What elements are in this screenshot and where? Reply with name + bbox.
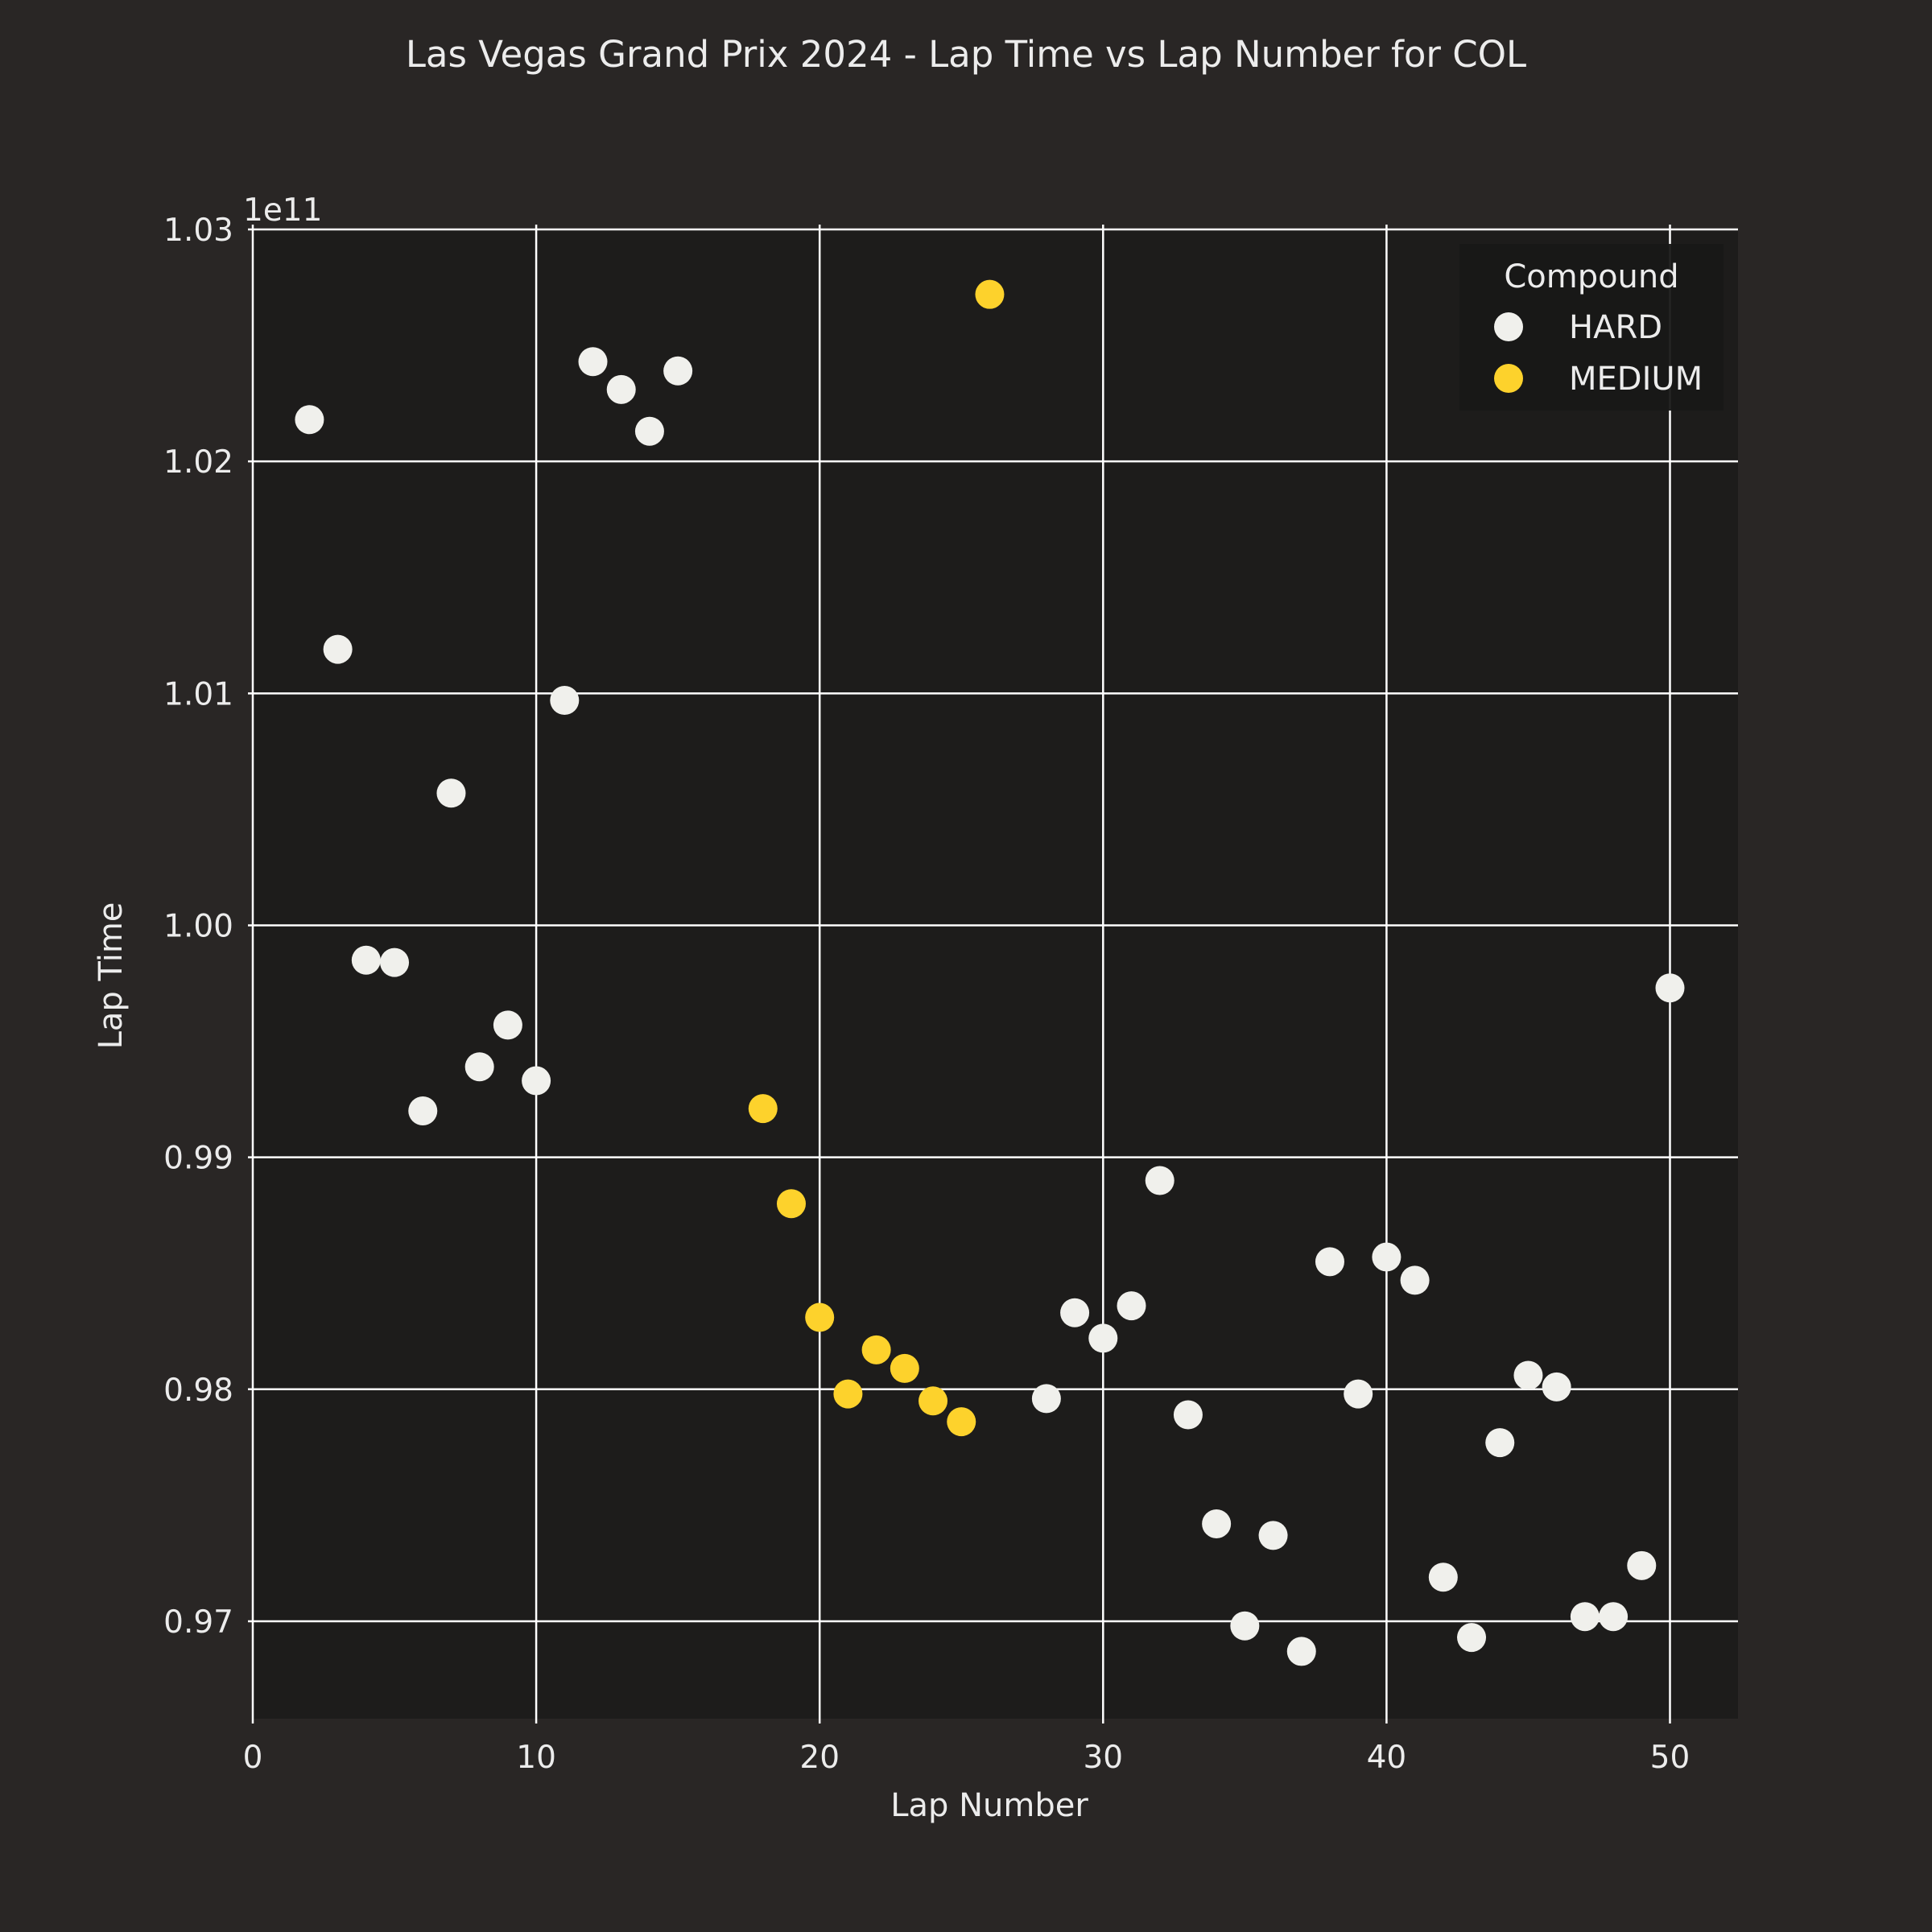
data-point-hard — [578, 347, 608, 377]
data-point-medium — [890, 1353, 919, 1383]
data-point-medium — [833, 1379, 863, 1409]
data-point-hard — [1655, 973, 1685, 1003]
data-point-hard — [1599, 1602, 1629, 1632]
y-tick-label: 1.03 — [163, 213, 233, 249]
data-point-hard — [522, 1066, 551, 1096]
x-tick-label: 50 — [1650, 1740, 1690, 1776]
y-tick-label: 1.01 — [163, 676, 233, 712]
y-tick-label: 1.02 — [163, 444, 233, 481]
data-point-hard — [1485, 1428, 1515, 1458]
data-point-medium — [861, 1335, 891, 1364]
plot-area — [253, 229, 1738, 1719]
data-point-hard — [380, 947, 410, 977]
data-point-hard — [634, 416, 664, 446]
legend: Compound HARD MEDIUM — [1459, 244, 1724, 411]
data-point-hard — [1088, 1323, 1118, 1353]
data-point-hard — [1428, 1563, 1458, 1592]
x-tick-label: 30 — [1083, 1740, 1123, 1776]
data-points — [295, 279, 1685, 1666]
data-point-hard — [493, 1010, 522, 1040]
data-point-medium — [947, 1407, 976, 1437]
data-point-hard — [1627, 1550, 1657, 1580]
data-point-hard — [351, 945, 381, 975]
data-point-medium — [805, 1302, 835, 1332]
legend-label-hard: HARD — [1569, 309, 1662, 346]
data-point-hard — [1344, 1379, 1373, 1409]
chart-title: Las Vegas Grand Prix 2024 - Lap Time vs … — [406, 33, 1526, 76]
x-tick-label: 10 — [516, 1740, 556, 1776]
x-tick-label: 40 — [1367, 1740, 1407, 1776]
y-tick-label: 0.98 — [163, 1373, 233, 1409]
data-point-medium — [919, 1386, 948, 1416]
legend-title: Compound — [1504, 258, 1678, 295]
data-point-hard — [1230, 1611, 1260, 1641]
y-axis-offset-label: 1e11 — [243, 192, 322, 229]
data-point-medium — [975, 279, 1005, 309]
data-point-hard — [663, 356, 693, 386]
data-point-hard — [1258, 1521, 1288, 1550]
x-tick-label: 0 — [243, 1740, 263, 1776]
data-point-hard — [1542, 1372, 1571, 1402]
data-point-medium — [748, 1094, 778, 1124]
data-point-hard — [1031, 1384, 1061, 1414]
y-axis-label: Lap Time — [93, 902, 130, 1050]
x-tick-label: 20 — [799, 1740, 840, 1776]
legend-items: HARD MEDIUM — [1494, 309, 1703, 398]
data-point-hard — [1117, 1291, 1146, 1321]
y-tick-label: 0.99 — [163, 1141, 233, 1177]
data-point-hard — [1173, 1400, 1203, 1430]
data-point-hard — [1372, 1242, 1402, 1272]
data-point-hard — [323, 634, 353, 664]
data-point-medium — [776, 1189, 806, 1219]
series-medium — [748, 279, 1005, 1437]
data-point-hard — [1060, 1298, 1090, 1327]
legend-marker-hard — [1494, 312, 1523, 341]
data-point-hard — [1286, 1637, 1316, 1666]
legend-marker-medium — [1494, 364, 1523, 393]
data-point-hard — [1400, 1265, 1430, 1295]
data-point-hard — [436, 778, 466, 808]
series-hard — [295, 347, 1685, 1666]
legend-label-medium: MEDIUM — [1569, 361, 1703, 398]
data-point-hard — [1513, 1360, 1543, 1390]
data-point-hard — [295, 405, 324, 435]
data-point-hard — [1457, 1623, 1487, 1653]
y-tick-label: 1.00 — [163, 908, 233, 944]
data-point-hard — [1315, 1247, 1344, 1277]
y-tick-label: 0.97 — [163, 1604, 233, 1641]
data-point-hard — [550, 685, 580, 715]
grid-lines — [248, 225, 1738, 1724]
axis-ticks: 0 10 20 30 40 50 0.97 0.98 0.99 1.00 1.01 1.02 1.03 — [163, 213, 1690, 1776]
data-point-hard — [408, 1096, 438, 1126]
data-point-hard — [606, 374, 636, 404]
data-point-hard — [1202, 1509, 1232, 1538]
data-point-hard — [1570, 1602, 1600, 1632]
x-axis-label: Lap Number — [890, 1787, 1088, 1824]
data-point-hard — [464, 1052, 494, 1082]
data-point-hard — [1145, 1166, 1174, 1195]
